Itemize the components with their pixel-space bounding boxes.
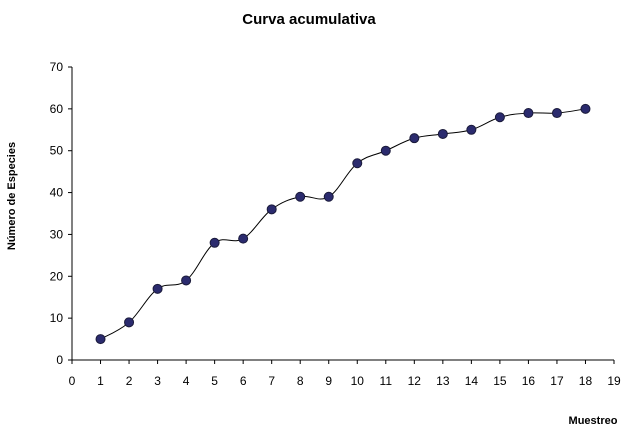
y-tick-label: 60	[50, 102, 64, 116]
x-tick-label: 8	[297, 374, 304, 388]
data-point	[523, 108, 534, 119]
x-tick-label: 3	[154, 374, 161, 388]
data-point	[551, 108, 562, 119]
data-point	[238, 233, 249, 244]
y-tick-label: 70	[50, 60, 64, 74]
y-tick-label: 30	[50, 227, 64, 241]
data-point	[323, 191, 334, 202]
x-tick-label: 15	[493, 374, 507, 388]
data-point	[352, 158, 363, 169]
data-point	[494, 112, 505, 123]
data-point	[380, 145, 391, 156]
x-tick-label: 16	[522, 374, 536, 388]
x-tick-label: 17	[550, 374, 564, 388]
x-tick-label: 7	[268, 374, 275, 388]
x-tick-label: 10	[351, 374, 365, 388]
data-point	[209, 237, 220, 248]
x-tick-label: 2	[126, 374, 133, 388]
data-point	[95, 334, 106, 345]
x-tick-label: 9	[325, 374, 332, 388]
y-tick-label: 20	[50, 269, 64, 283]
data-point	[409, 133, 420, 144]
x-tick-label: 19	[607, 374, 621, 388]
x-tick-label: 14	[465, 374, 479, 388]
x-tick-label: 6	[240, 374, 247, 388]
series-line	[100, 108, 586, 340]
x-axis-label: Muestreo	[569, 415, 618, 427]
x-tick-label: 0	[69, 374, 76, 388]
data-point	[295, 191, 306, 202]
x-tick-label: 1	[97, 374, 104, 388]
x-tick-label: 12	[408, 374, 422, 388]
y-tick-label: 40	[50, 186, 64, 200]
data-point	[466, 124, 477, 135]
tick-marks	[68, 66, 615, 364]
axes	[71, 67, 614, 361]
x-tick-label: 4	[183, 374, 190, 388]
y-axis-label: Número de Especies	[6, 142, 18, 250]
data-point	[152, 283, 163, 294]
y-tick-label: 10	[50, 311, 64, 325]
x-tick-label: 13	[436, 374, 450, 388]
x-tick-label: 11	[380, 374, 393, 388]
data-point	[437, 128, 448, 139]
data-point	[124, 317, 135, 328]
data-point	[266, 204, 277, 215]
y-tick-label: 0	[56, 353, 63, 367]
data-point	[181, 275, 192, 286]
chart-title: Curva acumulativa	[242, 11, 376, 28]
series-group	[95, 103, 591, 345]
x-tick-label: 5	[211, 374, 218, 388]
x-tick-label: 18	[579, 374, 593, 388]
data-point	[580, 103, 591, 114]
y-tick-label: 50	[50, 144, 64, 158]
